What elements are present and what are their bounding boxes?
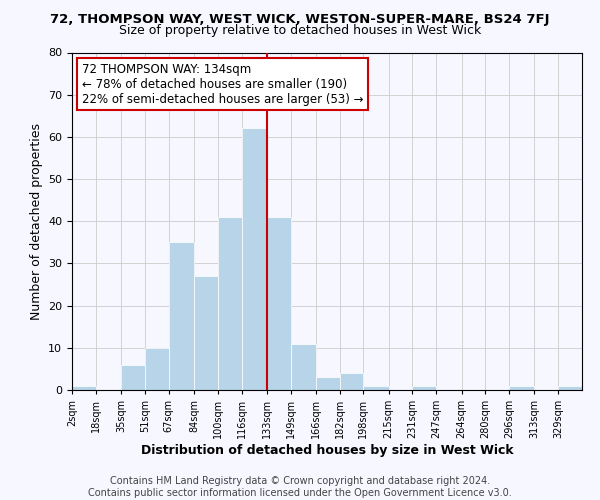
Bar: [364, 386, 389, 390]
Bar: [121, 364, 145, 390]
Bar: [412, 386, 436, 390]
Bar: [509, 386, 535, 390]
Bar: [558, 386, 582, 390]
Text: Size of property relative to detached houses in West Wick: Size of property relative to detached ho…: [119, 24, 481, 37]
Text: 72 THOMPSON WAY: 134sqm
← 78% of detached houses are smaller (190)
22% of semi-d: 72 THOMPSON WAY: 134sqm ← 78% of detache…: [82, 62, 364, 106]
Bar: [218, 217, 242, 390]
Text: 72, THOMPSON WAY, WEST WICK, WESTON-SUPER-MARE, BS24 7FJ: 72, THOMPSON WAY, WEST WICK, WESTON-SUPE…: [50, 12, 550, 26]
Text: Contains HM Land Registry data © Crown copyright and database right 2024.
Contai: Contains HM Land Registry data © Crown c…: [88, 476, 512, 498]
Bar: [169, 242, 194, 390]
X-axis label: Distribution of detached houses by size in West Wick: Distribution of detached houses by size …: [140, 444, 514, 457]
Bar: [267, 217, 290, 390]
Bar: [72, 386, 96, 390]
Bar: [290, 344, 316, 390]
Y-axis label: Number of detached properties: Number of detached properties: [29, 122, 43, 320]
Bar: [145, 348, 169, 390]
Bar: [194, 276, 218, 390]
Bar: [316, 378, 340, 390]
Bar: [242, 128, 267, 390]
Bar: [340, 373, 364, 390]
